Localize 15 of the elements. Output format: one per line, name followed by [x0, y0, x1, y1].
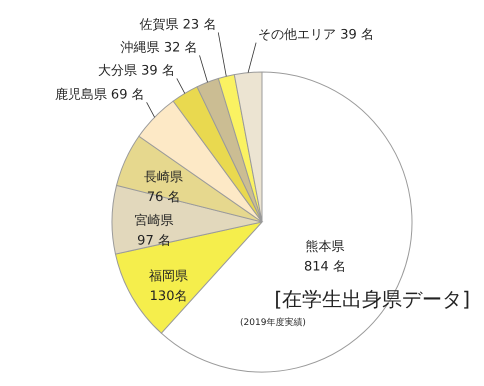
slice-label: その他エリア 39 名: [258, 28, 374, 43]
text: (2019年度実績): [240, 317, 306, 328]
slice-label: 佐賀県 23 名: [139, 17, 216, 32]
data-label: 814 名: [304, 259, 346, 274]
data-label: 76 名: [146, 190, 181, 206]
data-label: 130名: [150, 289, 188, 304]
slice-label: 福岡県: [149, 269, 188, 284]
slice-label: 鹿児島県 69 名: [54, 87, 145, 102]
slice-label: 大分県 39 名: [98, 63, 175, 78]
slice-label: 長崎県: [144, 170, 184, 186]
slice-label: 宮崎県: [134, 212, 174, 228]
text: [在学生出身県データ]: [274, 287, 470, 311]
data-label: 97 名: [137, 233, 171, 248]
slice-label: 沖縄県 32 名: [120, 40, 198, 56]
slice-label: 熊本県: [305, 239, 344, 254]
